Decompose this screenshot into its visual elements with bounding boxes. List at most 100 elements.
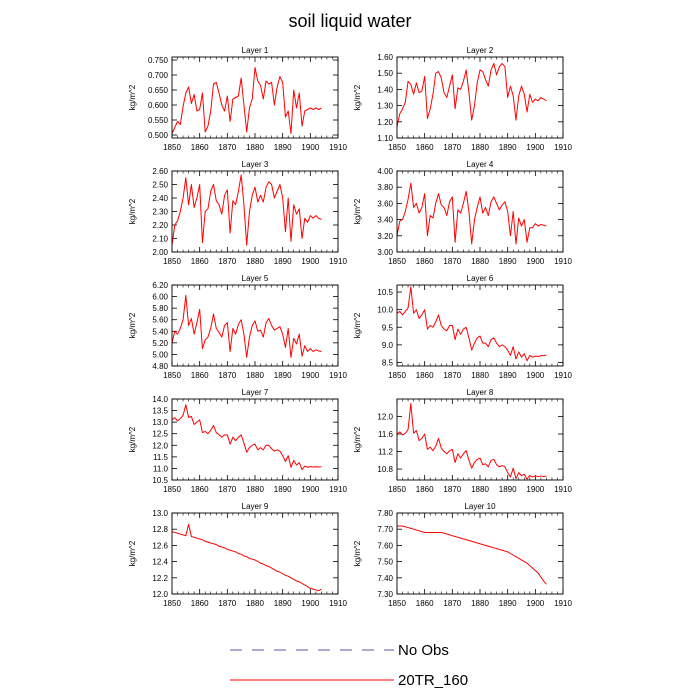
panel-7-xtick-label-1880: 1880 xyxy=(246,485,264,494)
panel-1-xtick-label-1850: 1850 xyxy=(163,143,181,152)
panel-2-ylabel: kg/m^2 xyxy=(353,84,362,110)
panel-3-xtick-label-1850: 1850 xyxy=(163,257,181,266)
panel-5-ytick-label-6-20: 6.20 xyxy=(152,281,168,290)
panel-6-xtick-label-1850: 1850 xyxy=(388,371,406,380)
panel-6-ylabel: kg/m^2 xyxy=(353,312,362,338)
panel-4-xtick-label-1850: 1850 xyxy=(388,257,406,266)
panel-1-xtick-label-1880: 1880 xyxy=(246,143,264,152)
panel-4-xtick-label-1880: 1880 xyxy=(471,257,489,266)
panel-9-series-20tr160 xyxy=(171,523,322,592)
panel-5-ytick-label-6-00: 6.00 xyxy=(152,293,168,302)
panel-4-xtick-label-1890: 1890 xyxy=(499,257,517,266)
panel-8-frame xyxy=(396,398,564,481)
panel-9-ytick-label-12-2: 12.2 xyxy=(152,574,168,583)
panel-6-frame xyxy=(396,284,564,367)
panel-3-xtick-label-1910: 1910 xyxy=(329,257,347,266)
panel-4-ytick-label-3-80: 3.80 xyxy=(377,183,393,192)
panel-6-ytick-label-9-0: 9.0 xyxy=(382,341,394,350)
legend-label-20tr160: 20TR_160 xyxy=(398,672,468,689)
panel-1-ytick-label-0-600: 0.600 xyxy=(148,101,169,110)
panel-7-xtick-label-1900: 1900 xyxy=(301,485,319,494)
panel-10-xtick-label-1890: 1890 xyxy=(499,599,517,608)
panel-2-xtick-label-1880: 1880 xyxy=(471,143,489,152)
panel-8-xtick-label-1880: 1880 xyxy=(471,485,489,494)
panel-1-xtick-label-1890: 1890 xyxy=(274,143,292,152)
panel-10-title: Layer 10 xyxy=(464,502,496,511)
panel-3-xtick-label-1900: 1900 xyxy=(301,257,319,266)
panel-10-xtick-label-1850: 1850 xyxy=(388,599,406,608)
panel-4-ylabel: kg/m^2 xyxy=(353,198,362,224)
panel-10-ytick-label-7-50: 7.50 xyxy=(377,558,393,567)
panel-3-ytick-label-2-30: 2.30 xyxy=(152,208,168,217)
panel-10-ylabel: kg/m^2 xyxy=(353,540,362,566)
panel-8-ytick-label-12-0: 12.0 xyxy=(377,413,393,422)
panel-6: Layer 6 kg/m^2 1850 1860 1870 1880 1890 1900 191… xyxy=(353,274,572,380)
panel-6-title: Layer 6 xyxy=(467,274,494,283)
panel-3-series-20tr160 xyxy=(171,174,322,246)
panel-3-ytick-label-2-00: 2.00 xyxy=(152,248,168,257)
panel-7-xtick-label-1870: 1870 xyxy=(218,485,236,494)
panel-10: Layer 10 kg/m^2 1850 1860 1870 1880 1890 1900 19… xyxy=(353,502,572,608)
panel-5-ytick-label-5-40: 5.40 xyxy=(152,327,168,336)
panel-2-xtick-label-1900: 1900 xyxy=(526,143,544,152)
panel-2-xtick-label-1870: 1870 xyxy=(443,143,461,152)
panel-2-series-20tr160 xyxy=(396,62,547,127)
panel-9-xtick-label-1880: 1880 xyxy=(246,599,264,608)
panel-10-xtick-label-1860: 1860 xyxy=(416,599,434,608)
panel-6-xtick-label-1870: 1870 xyxy=(443,371,461,380)
figure-title: soil liquid water xyxy=(288,11,411,31)
panel-7-xtick-label-1860: 1860 xyxy=(191,485,209,494)
panel-6-ytick-label-10-0: 10.0 xyxy=(377,306,393,315)
panel-3-ytick-label-2-40: 2.40 xyxy=(152,194,168,203)
panel-2-frame xyxy=(396,56,564,139)
panel-2-ytick-label-1-50: 1.50 xyxy=(377,69,393,78)
panel-5-xtick-label-1860: 1860 xyxy=(191,371,209,380)
panel-4-ytick-label-3-20: 3.20 xyxy=(377,232,393,241)
panel-7-ytick-label-11-5: 11.5 xyxy=(153,453,169,462)
panel-8-title: Layer 8 xyxy=(467,388,494,397)
panel-3-ytick-label-2-10: 2.10 xyxy=(152,235,168,244)
panel-10-ytick-label-7-30: 7.30 xyxy=(377,590,393,599)
panel-4-xtick-label-1900: 1900 xyxy=(526,257,544,266)
panel-9-ytick-label-12-6: 12.6 xyxy=(152,541,168,550)
panel-4-xtick-label-1870: 1870 xyxy=(443,257,461,266)
panel-3-xtick-label-1870: 1870 xyxy=(218,257,236,266)
panel-7-ytick-label-13-0: 13.0 xyxy=(152,418,168,427)
panel-10-xtick-label-1870: 1870 xyxy=(443,599,461,608)
panel-2-title: Layer 2 xyxy=(467,46,494,55)
panel-3-ytick-label-2-50: 2.50 xyxy=(152,181,168,190)
panel-3-frame xyxy=(171,170,339,253)
panel-8-ytick-label-10-8: 10.8 xyxy=(377,465,393,474)
panel-6-xtick-label-1900: 1900 xyxy=(526,371,544,380)
panel-7-series-20tr160 xyxy=(171,404,322,471)
panel-5-xtick-label-1870: 1870 xyxy=(218,371,236,380)
panel-8: Layer 8 kg/m^2 1850 1860 1870 1880 1890 1900 191… xyxy=(353,388,572,494)
panel-4-ytick-label-3-40: 3.40 xyxy=(377,216,393,225)
panel-8-xtick-label-1910: 1910 xyxy=(554,485,572,494)
panel-7-xtick-label-1910: 1910 xyxy=(329,485,347,494)
panel-8-ytick-label-11-6: 11.6 xyxy=(378,430,394,439)
panel-4-frame xyxy=(396,170,564,253)
panel-10-ytick-label-7-40: 7.40 xyxy=(377,574,393,583)
panel-6-series-20tr160 xyxy=(396,286,547,362)
panel-10-series-20tr160 xyxy=(397,525,547,585)
panel-10-ytick-label-7-70: 7.70 xyxy=(377,525,393,534)
panel-1-ytick-label-0-550: 0.550 xyxy=(148,116,169,125)
panel-1-xtick-label-1870: 1870 xyxy=(218,143,236,152)
panel-7-ylabel: kg/m^2 xyxy=(128,426,137,452)
legend-label-no-obs: No Obs xyxy=(398,642,449,659)
panel-7-xtick-label-1850: 1850 xyxy=(163,485,181,494)
panel-8-xtick-label-1860: 1860 xyxy=(416,485,434,494)
panel-9: Layer 9 kg/m^2 1850 1860 1870 1880 1890 1900 191… xyxy=(128,502,347,608)
panel-1-ytick-label-0-650: 0.650 xyxy=(148,86,169,95)
panel-1-title: Layer 1 xyxy=(242,46,269,55)
panel-7-ytick-label-14-0: 14.0 xyxy=(152,395,168,404)
panel-5-xtick-label-1910: 1910 xyxy=(329,371,347,380)
panel-7-ytick-label-11-0: 11.0 xyxy=(153,464,169,473)
panel-6-xtick-label-1890: 1890 xyxy=(499,371,517,380)
panel-4-ytick-label-3-00: 3.00 xyxy=(377,248,393,257)
panel-8-series-20tr160 xyxy=(396,402,547,480)
panel-10-xtick-label-1900: 1900 xyxy=(526,599,544,608)
panel-5-ylabel: kg/m^2 xyxy=(128,312,137,338)
